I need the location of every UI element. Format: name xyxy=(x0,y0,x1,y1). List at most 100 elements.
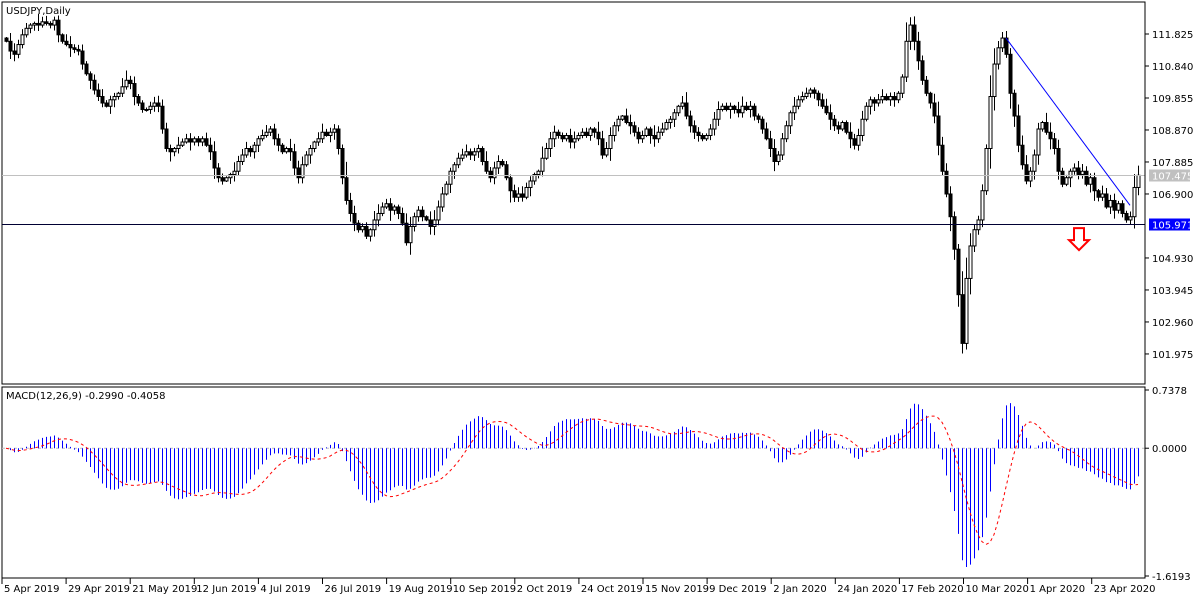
candle-bear xyxy=(584,131,589,137)
candle-bear xyxy=(356,222,361,231)
candle-bear xyxy=(132,83,137,98)
macd-tick-label: 0.7378 xyxy=(1152,386,1187,397)
candle-bear xyxy=(288,147,293,153)
macd-signal-line xyxy=(5,415,1139,546)
candles xyxy=(4,13,1141,354)
candle-bear xyxy=(340,147,345,179)
candle-bull xyxy=(144,109,149,112)
price-tick-label: 104.930 xyxy=(1152,254,1193,265)
candle-bull xyxy=(40,21,45,26)
time-tick-label: 23 Apr 2020 xyxy=(1094,584,1156,595)
candle-bear xyxy=(212,151,217,169)
candle-bull xyxy=(880,96,885,101)
candle-bull xyxy=(24,27,29,36)
candle-bull xyxy=(840,122,845,130)
candle-bear xyxy=(4,37,9,42)
candle-bull xyxy=(616,118,621,127)
candle-bear xyxy=(1084,170,1089,185)
time-tick-label: 10 Mar 2020 xyxy=(966,584,1029,595)
time-tick-label: 9 Dec 2019 xyxy=(709,584,767,595)
candle-bull xyxy=(660,128,665,133)
candle-bear xyxy=(96,89,101,98)
candle-bear xyxy=(12,50,17,55)
candle-bear xyxy=(600,138,605,156)
candle-bear xyxy=(688,115,693,127)
trendline xyxy=(1005,37,1131,206)
candle-bear xyxy=(852,138,857,146)
candle-bear xyxy=(348,199,353,214)
time-tick-label: 19 Aug 2019 xyxy=(389,584,453,595)
candle-bull xyxy=(224,177,229,182)
candle-bear xyxy=(924,79,929,94)
candle-bear xyxy=(592,128,597,133)
candle-bull xyxy=(260,135,265,140)
candle-bull xyxy=(540,157,545,172)
candle-bull xyxy=(996,47,1001,65)
candle-bull xyxy=(1040,122,1045,130)
candle-bull xyxy=(716,109,721,120)
candle-bear xyxy=(484,160,489,172)
candle-bear xyxy=(276,138,281,146)
candle-bear xyxy=(692,125,697,133)
candle-bear xyxy=(752,105,757,117)
candle-bear xyxy=(684,102,689,117)
candle-bear xyxy=(8,40,13,52)
macd-panel[interactable]: MACD(12,26,9) -0.2990 -0.4058 xyxy=(1,386,1146,579)
candle-bear xyxy=(136,96,141,104)
time-tick-label: 17 Feb 2020 xyxy=(901,584,963,595)
candle-bear xyxy=(1104,193,1109,208)
main-price-panel[interactable]: USDJPY,Daily xyxy=(1,1,1146,385)
candle-bull xyxy=(380,206,385,214)
candle-bull xyxy=(788,112,793,127)
candle-bear xyxy=(72,47,77,50)
macd-tick-label: -1.6193 xyxy=(1152,572,1191,583)
candle-bear xyxy=(936,115,941,146)
time-tick-label: 2 Oct 2019 xyxy=(517,584,572,595)
price-axis: 111.825 110.840 109.855 108.870 107.885 106.9… xyxy=(1144,2,1193,384)
macd-axis: 0.7378 0.0000 -1.6193 xyxy=(1144,386,1191,583)
candle-bear xyxy=(88,73,93,81)
candle-bear xyxy=(424,216,429,221)
candle-bull xyxy=(876,99,881,104)
candle-bull xyxy=(116,92,121,98)
candle-bear xyxy=(556,131,561,137)
price-tick-label: 101.975 xyxy=(1152,350,1193,361)
candle-bull xyxy=(860,118,865,137)
price-tick-label: 109.855 xyxy=(1152,94,1193,105)
candle-bear xyxy=(480,147,485,162)
candle-bull xyxy=(608,135,613,149)
candle-bull xyxy=(464,151,469,156)
candle-bear xyxy=(188,138,193,143)
candle-bear xyxy=(204,138,209,146)
candle-bull xyxy=(800,96,805,101)
candle-bull xyxy=(792,105,797,114)
candle-bull xyxy=(460,154,465,159)
candle-bull xyxy=(200,138,205,143)
candle-bull xyxy=(1108,199,1113,208)
candle-bull xyxy=(148,105,153,111)
price-line-label: 107.475 xyxy=(1152,172,1193,183)
candle-bull xyxy=(20,34,25,46)
price-label-bg xyxy=(1149,218,1190,231)
candle-bull xyxy=(720,105,725,111)
candle-bear xyxy=(364,225,369,237)
candle-bear xyxy=(208,144,213,153)
candle-bull xyxy=(908,24,913,42)
candle-bull xyxy=(192,138,197,143)
candle-bear xyxy=(44,21,49,24)
candle-bull xyxy=(432,219,437,227)
candle-bear xyxy=(916,40,921,62)
candle-bear xyxy=(872,99,877,104)
candle-bull xyxy=(236,160,241,172)
candle-bear xyxy=(196,138,201,143)
price-tick-label: 103.945 xyxy=(1152,286,1193,297)
candle-bear xyxy=(824,105,829,114)
candle-bull xyxy=(904,40,909,78)
candle-bear xyxy=(352,212,357,224)
candle-bear xyxy=(760,118,765,130)
candle-bull xyxy=(972,229,977,247)
candle-bull xyxy=(532,173,537,182)
candle-bull xyxy=(1116,203,1121,211)
candle-bear xyxy=(1092,177,1097,192)
